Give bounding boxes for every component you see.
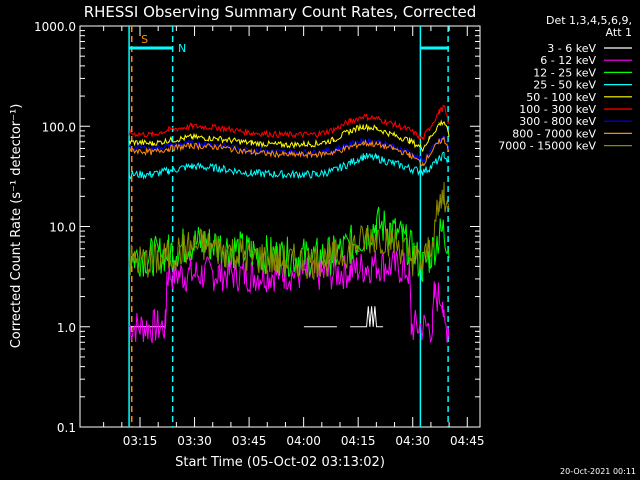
series-7000-15000-keV — [128, 182, 450, 281]
legend-entry-label: 300 - 800 keV — [519, 115, 596, 128]
legend-entry-label: 7000 - 15000 keV — [498, 140, 596, 153]
legend-entry-label: 50 - 100 keV — [526, 91, 596, 104]
x-tick-label: 03:45 — [232, 434, 267, 448]
legend-entry-label: 6 - 12 keV — [540, 54, 596, 67]
y-tick-label: 1000.0 — [34, 20, 76, 34]
legend-header: Det 1,3,4,5,6,9, — [546, 14, 632, 27]
observing-bar-label: N — [178, 42, 186, 55]
x-tick-label: 04:45 — [450, 434, 485, 448]
series-800-7000-keV — [128, 136, 450, 167]
legend-entry-label: 12 - 25 keV — [533, 66, 596, 79]
series-12-25-keV — [128, 206, 450, 282]
legend-entry-label: 25 - 50 keV — [533, 79, 596, 92]
legend-entry-label: 3 - 6 keV — [547, 42, 596, 55]
series-lines — [128, 104, 450, 344]
y-tick-label: 10.0 — [49, 221, 76, 235]
series-3-6-keV — [129, 306, 384, 328]
series-line — [128, 206, 450, 282]
observing-bar-label: S — [141, 33, 148, 46]
series-line — [128, 119, 450, 153]
series-line — [128, 151, 450, 180]
series-line — [128, 182, 450, 281]
x-tick-label: 04:30 — [395, 434, 430, 448]
legend-entry-label: 100 - 300 keV — [519, 103, 596, 116]
series-line — [128, 104, 450, 141]
x-axis-ticks: 03:15 03:30 03:45 04:00 04:15 04:30 04:45 — [103, 26, 485, 448]
observing-markers: SN — [128, 26, 450, 427]
x-axis-label: Start Time (05-Oct-02 03:13:02) — [175, 455, 385, 470]
footer-timestamp: 20-Oct-2021 00:11 — [560, 467, 636, 476]
series-line — [128, 136, 450, 167]
y-tick-label: 100.0 — [42, 120, 76, 134]
y-tick-label: 0.1 — [57, 421, 76, 435]
series-line — [128, 248, 450, 344]
x-tick-label: 03:30 — [177, 434, 212, 448]
series-line — [129, 306, 384, 328]
series-25-50-keV — [128, 151, 450, 180]
series-50-100-keV — [128, 119, 450, 153]
x-tick-label: 03:15 — [123, 434, 158, 448]
chart-title: RHESSI Observing Summary Count Rates, Co… — [84, 3, 477, 21]
legend-header: Att 1 — [606, 26, 632, 39]
series-6-12-keV — [128, 248, 450, 344]
y-axis-ticks: 0.1 1.0 10.0 100.0 1000.0 — [34, 20, 480, 435]
x-tick-label: 04:00 — [286, 434, 321, 448]
legend-entry-label: 800 - 7000 keV — [512, 127, 596, 140]
y-axis-label: Corrected Count Rate (s⁻¹ detector⁻¹) — [9, 104, 24, 349]
series-100-300-keV — [128, 104, 450, 141]
x-tick-label: 04:15 — [341, 434, 376, 448]
y-tick-label: 1.0 — [57, 321, 76, 335]
